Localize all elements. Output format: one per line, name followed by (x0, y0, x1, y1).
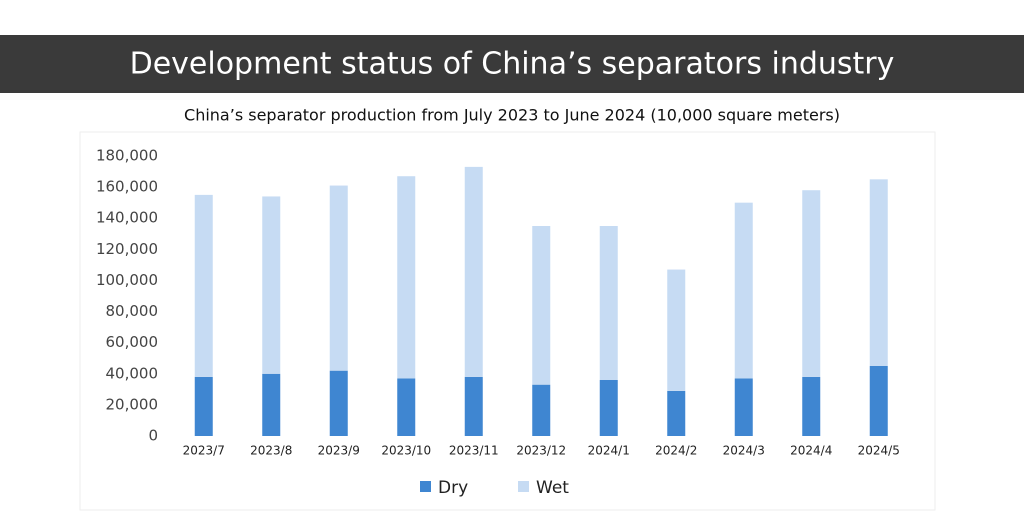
bar-segment (262, 196, 281, 374)
x-tick-label: 2023/8 (250, 444, 292, 458)
x-tick-label: 2024/3 (723, 444, 765, 458)
y-tick-label: 0 (148, 427, 158, 445)
bar-segment (397, 378, 416, 436)
x-tick-label: 2023/12 (516, 444, 566, 458)
legend-swatch (420, 481, 431, 492)
bar-segment (667, 390, 686, 436)
bar-segment (194, 194, 213, 377)
bar-segment (869, 366, 888, 436)
chart-title: China’s separator production from July 2… (184, 106, 840, 125)
x-tick-label: 2023/7 (183, 444, 225, 458)
y-tick-label: 40,000 (106, 364, 159, 382)
y-tick-label: 120,000 (96, 240, 158, 258)
bar-segment (667, 269, 686, 391)
x-tick-label: 2024/4 (790, 444, 832, 458)
x-tick-label: 2024/2 (655, 444, 697, 458)
x-tick-label: 2023/10 (381, 444, 431, 458)
bar-segment (734, 202, 753, 379)
bar-segment (599, 226, 618, 380)
y-tick-label: 180,000 (96, 147, 158, 165)
bar-segment (464, 376, 483, 436)
bar-segment (532, 226, 551, 385)
y-tick-label: 20,000 (106, 395, 159, 413)
banner (0, 35, 1024, 93)
banner-title: Development status of China’s separators… (130, 47, 895, 82)
bar-segment (329, 370, 348, 436)
x-tick-label: 2024/5 (858, 444, 900, 458)
bar-segment (262, 373, 281, 436)
legend-label: Dry (438, 478, 468, 498)
legend-label: Wet (536, 478, 569, 498)
x-tick-label: 2023/9 (318, 444, 360, 458)
y-tick-label: 100,000 (96, 271, 158, 289)
bar-segment (397, 176, 416, 379)
x-tick-label: 2023/11 (449, 444, 499, 458)
chart-frame (79, 131, 936, 511)
y-tick-label: 60,000 (106, 333, 159, 351)
bar-segment (329, 185, 348, 371)
bar-segment (464, 166, 483, 377)
bar-segment (802, 376, 821, 436)
y-tick-label: 80,000 (106, 302, 159, 320)
bar-segment (194, 376, 213, 436)
bar-segment (532, 384, 551, 436)
y-tick-label: 160,000 (96, 178, 158, 196)
bar-segment (802, 190, 821, 377)
bar-segment (599, 380, 618, 436)
bar-segment (734, 378, 753, 436)
y-tick-label: 140,000 (96, 209, 158, 227)
legend-swatch (518, 481, 529, 492)
x-tick-label: 2024/1 (588, 444, 630, 458)
bar-segment (869, 179, 888, 366)
